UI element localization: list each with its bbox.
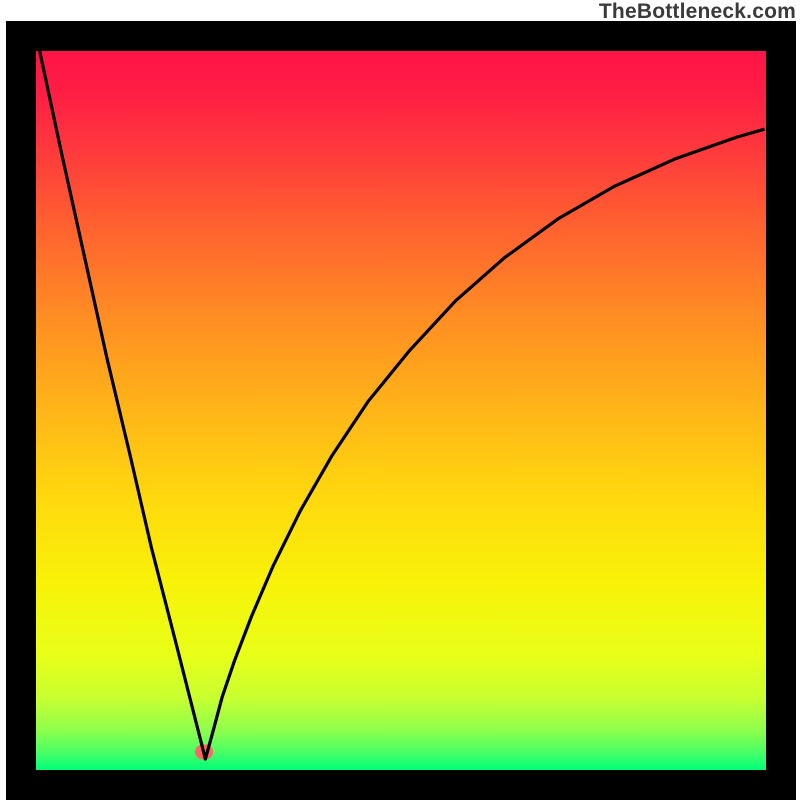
plot-area: [36, 51, 766, 770]
curve-path: [40, 51, 765, 759]
watermark-text: TheBottleneck.com: [599, 0, 796, 24]
bottleneck-curve: [36, 51, 766, 770]
stage: TheBottleneck.com: [0, 0, 800, 800]
